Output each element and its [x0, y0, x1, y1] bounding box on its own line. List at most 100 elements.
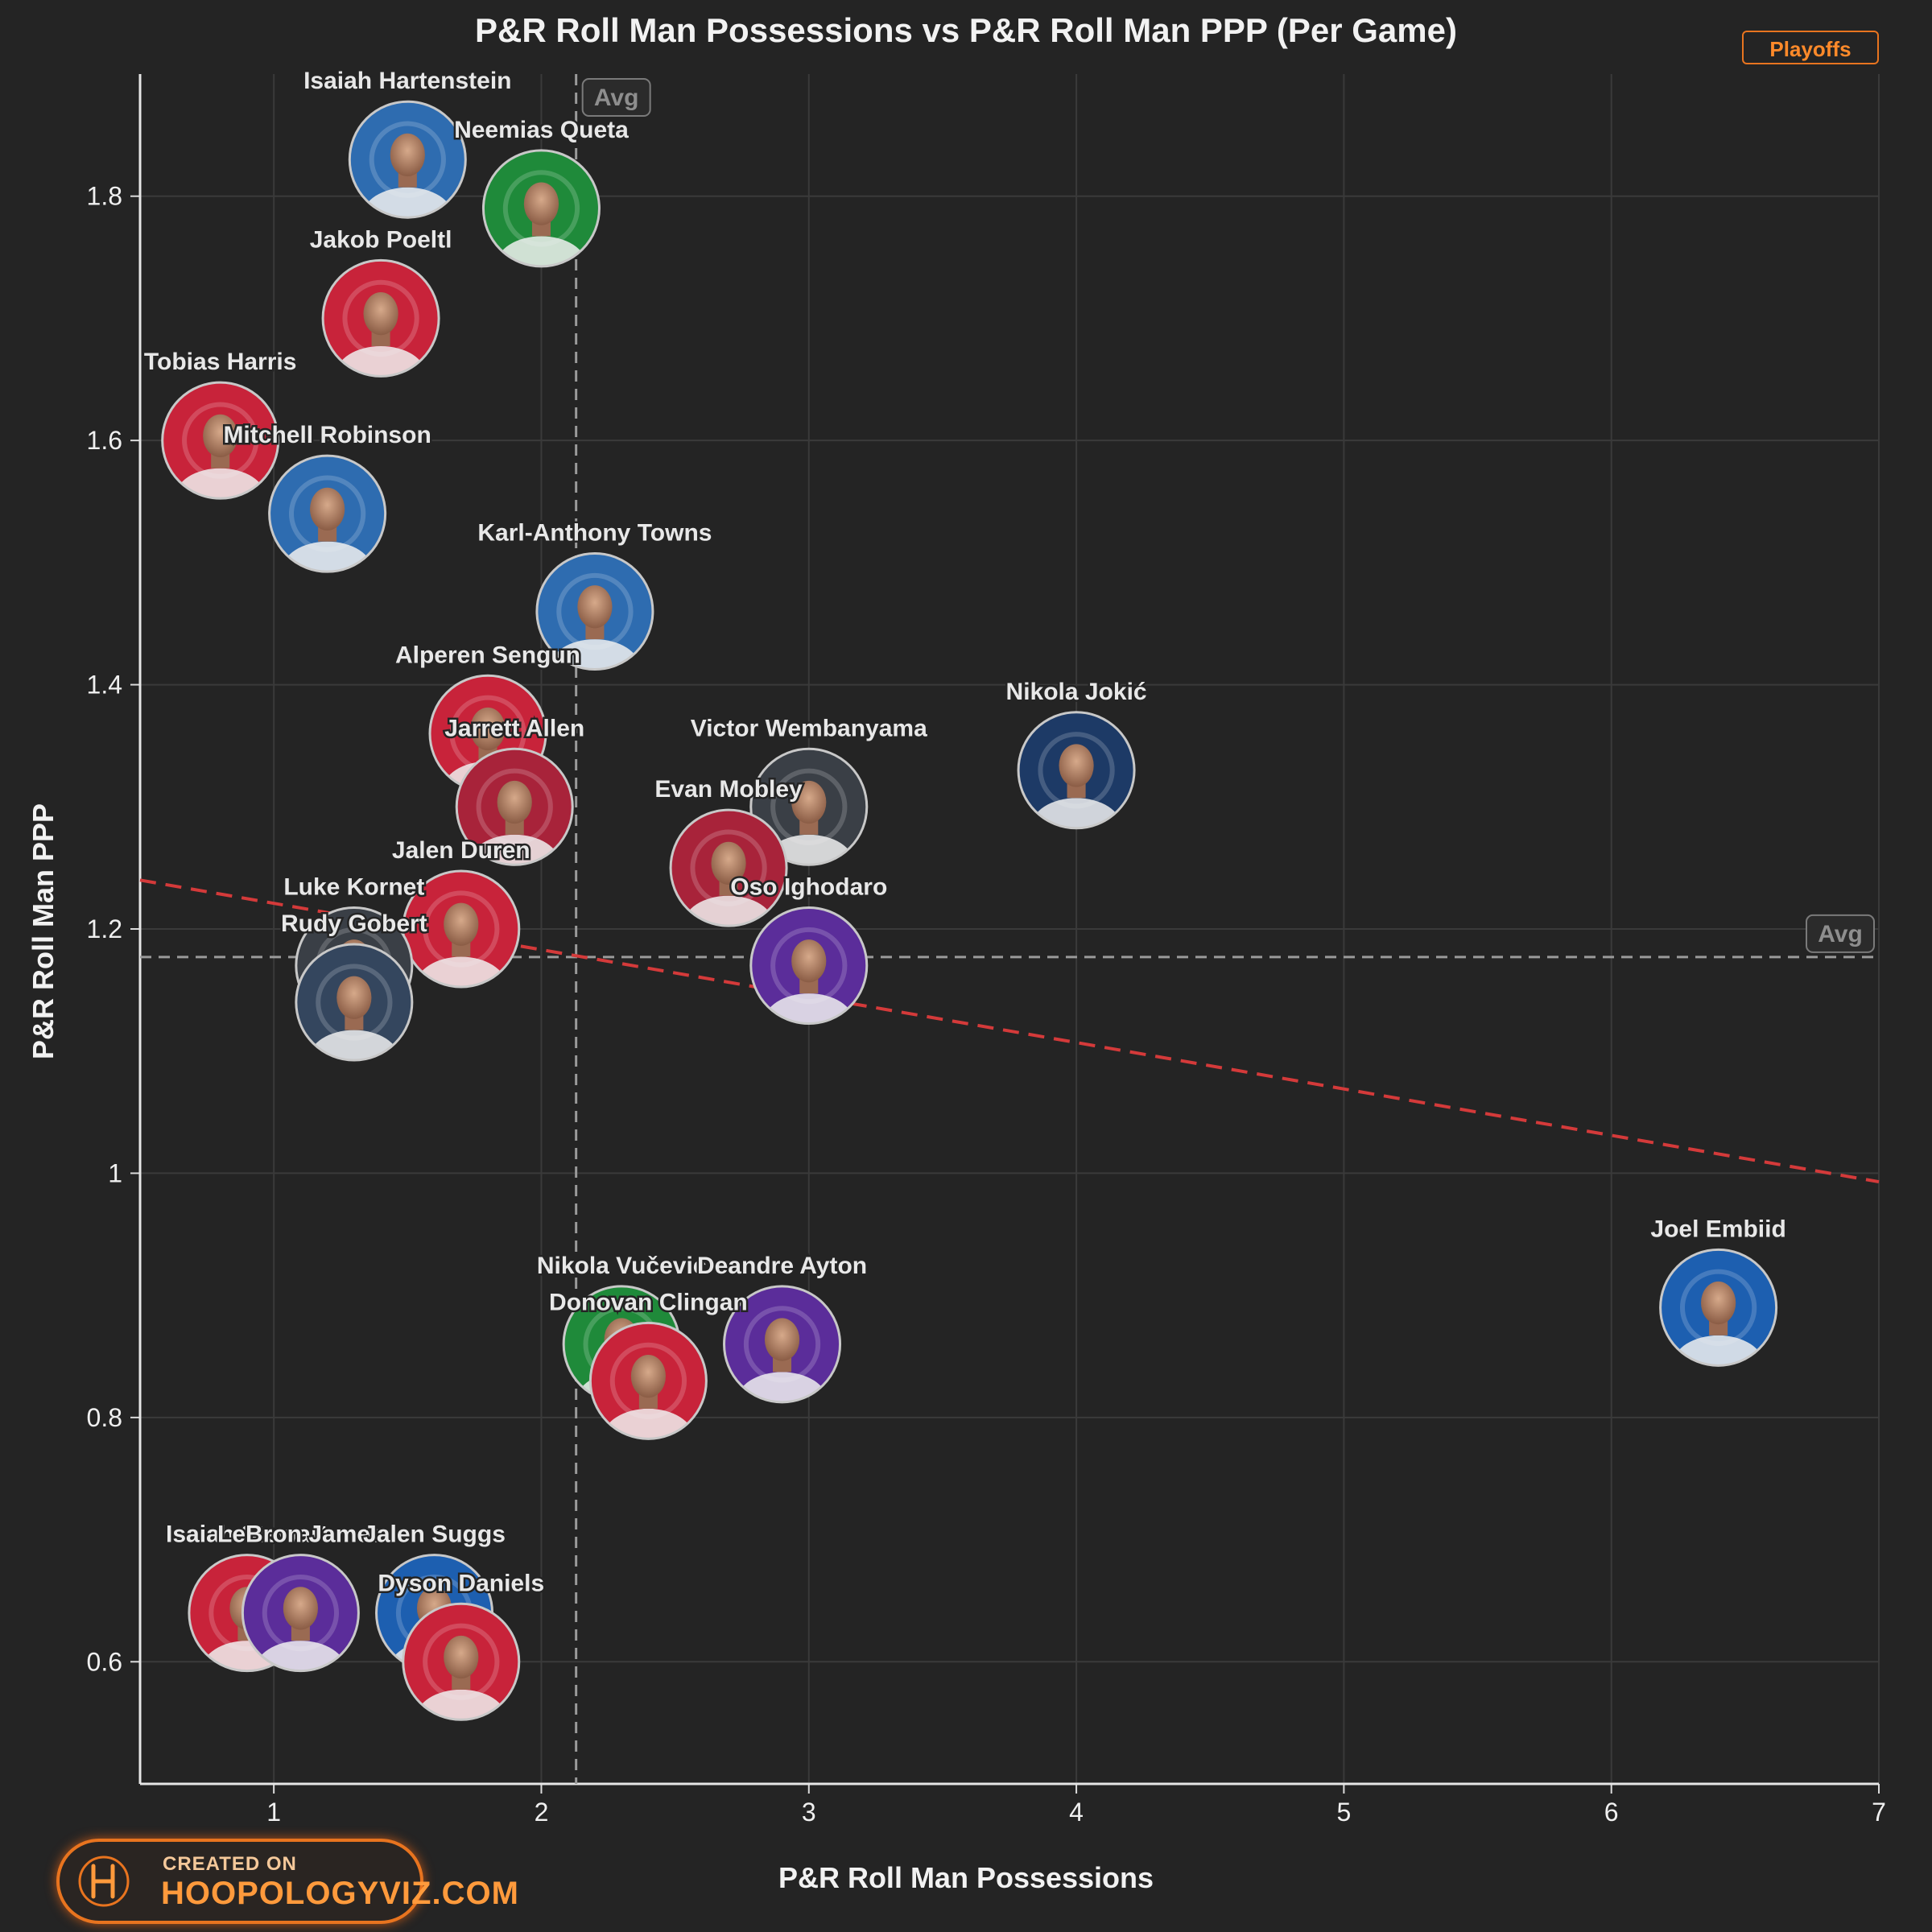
- y-tick-label: 1.2: [87, 914, 122, 943]
- player-name-label: Jarrett Allen: [444, 715, 584, 741]
- player-name-label: Oso Ighodaro: [730, 874, 887, 901]
- y-axis-label: P&R Roll Man PPP: [27, 803, 60, 1060]
- player-point: [161, 381, 280, 500]
- player-name-label: Isaiah Hartenstein: [303, 68, 511, 94]
- head-shape: [1701, 1281, 1736, 1325]
- point-border: [749, 906, 869, 1026]
- point-border: [295, 943, 414, 1062]
- player-point: [455, 747, 574, 866]
- head-shape: [390, 133, 425, 177]
- player-point: [749, 906, 869, 1026]
- avg-x-label: Avg: [594, 85, 639, 111]
- y-tick-label: 1.4: [87, 671, 122, 700]
- x-tick-label: 4: [1069, 1798, 1084, 1827]
- logo-site-name: HOOPOLOGYVIZ.COM: [161, 1876, 519, 1911]
- player-name-label: Neemias Queta: [454, 117, 629, 143]
- x-tick-label: 2: [535, 1798, 549, 1827]
- playoffs-badge[interactable]: Playoffs: [1742, 31, 1879, 64]
- x-tick-label: 7: [1872, 1798, 1886, 1827]
- head-shape: [791, 939, 827, 983]
- player-point: [321, 258, 440, 378]
- point-border: [241, 1554, 360, 1673]
- head-shape: [523, 182, 559, 225]
- tick-labels: 1 2 3 4 5 6 7 0.6 0.8 1 1.2 1.4 1.6 1.8: [87, 182, 1886, 1827]
- point-border: [481, 149, 601, 268]
- player-point: [402, 869, 521, 989]
- player-point: [348, 100, 467, 219]
- player-name-label: Joel Embiid: [1650, 1216, 1785, 1242]
- head-shape: [444, 1635, 479, 1679]
- point-border: [723, 1285, 842, 1404]
- point-border: [535, 552, 654, 671]
- player-point: [241, 1554, 360, 1673]
- avg-y-label-box: [1806, 914, 1875, 953]
- player-name-label: LeBron James: [217, 1521, 384, 1548]
- player-name-label: Dyson Daniels: [378, 1570, 544, 1596]
- head-shape: [444, 902, 479, 946]
- head-shape: [577, 585, 613, 629]
- player-point: [1017, 711, 1136, 830]
- point-border: [402, 869, 521, 989]
- head-shape: [470, 707, 506, 751]
- y-tick-label: 1: [108, 1158, 122, 1187]
- head-shape: [497, 780, 532, 824]
- player-name-label: Nikola Vučević: [537, 1253, 707, 1279]
- player-name-label: Luke Kornet: [283, 874, 424, 901]
- y-tick-label: 1.8: [87, 182, 122, 211]
- player-name-label: Isaiah Stewart: [166, 1521, 328, 1548]
- head-shape: [310, 487, 345, 531]
- avg-y-label: Avg: [1818, 921, 1863, 947]
- head-shape: [1059, 744, 1094, 787]
- x-tick-label: 6: [1604, 1798, 1619, 1827]
- y-tick-label: 0.8: [87, 1403, 122, 1432]
- point-border: [321, 258, 440, 378]
- points-group: Isaiah Hartenstein Neemias Queta Jakob Poe…: [142, 66, 1788, 1721]
- y-tick-label: 1.6: [87, 426, 122, 455]
- player-name-label: Donovan Clingan: [549, 1289, 748, 1315]
- x-tick-label: 5: [1336, 1798, 1351, 1827]
- player-name-label: Deandre Ayton: [697, 1253, 867, 1279]
- player-point: [723, 1285, 842, 1404]
- point-border: [1017, 711, 1136, 830]
- logo-caption: CREATED ON: [163, 1853, 297, 1875]
- head-shape: [791, 780, 827, 824]
- player-name-label: Tobias Harris: [144, 349, 297, 375]
- point-border: [749, 747, 869, 866]
- average-lines: Avg Avg: [140, 74, 1879, 1784]
- player-name-label: Jalen Duren: [392, 837, 530, 864]
- point-border: [455, 747, 574, 866]
- player-name-label: Karl-Anthony Towns: [477, 520, 712, 547]
- player-point: [535, 552, 654, 671]
- player-point: [669, 808, 788, 927]
- player-point: [481, 149, 601, 268]
- player-point: [402, 1602, 521, 1721]
- x-axis-label: P&R Roll Man Possessions: [778, 1861, 1154, 1894]
- player-name-label: Jakob Poeltl: [310, 226, 452, 253]
- point-border: [669, 808, 788, 927]
- player-name-label: Alperen Sengun: [395, 642, 580, 668]
- player-point: [588, 1321, 708, 1440]
- player-name-label: Nikola Jokić: [1006, 679, 1147, 705]
- point-border: [161, 381, 280, 500]
- head-shape: [336, 976, 372, 1019]
- player-point: [749, 747, 869, 866]
- head-shape: [764, 1318, 800, 1361]
- head-shape: [711, 841, 746, 886]
- y-tick-label: 0.6: [87, 1647, 122, 1676]
- player-point: [295, 943, 414, 1062]
- point-border: [348, 100, 467, 219]
- player-name-label: Mitchell Robinson: [223, 422, 431, 448]
- player-name-label: Victor Wembanyama: [691, 715, 927, 741]
- player-name-label: Rudy Gobert: [281, 910, 427, 937]
- player-point: [268, 454, 387, 573]
- hoopologyviz-logo[interactable]: CREATED ON HOOPOLOGYVIZ.COM: [56, 1839, 518, 1924]
- hoop-logo-icon: [78, 1856, 130, 1907]
- x-tick-label: 3: [802, 1798, 816, 1827]
- player-name-label: Evan Mobley: [654, 776, 803, 803]
- axes: [130, 74, 1880, 1794]
- chart-title: P&R Roll Man Possessions vs P&R Roll Man…: [475, 11, 1457, 49]
- point-border: [402, 1602, 521, 1721]
- avg-x-label-box: [581, 78, 651, 117]
- point-border: [588, 1321, 708, 1440]
